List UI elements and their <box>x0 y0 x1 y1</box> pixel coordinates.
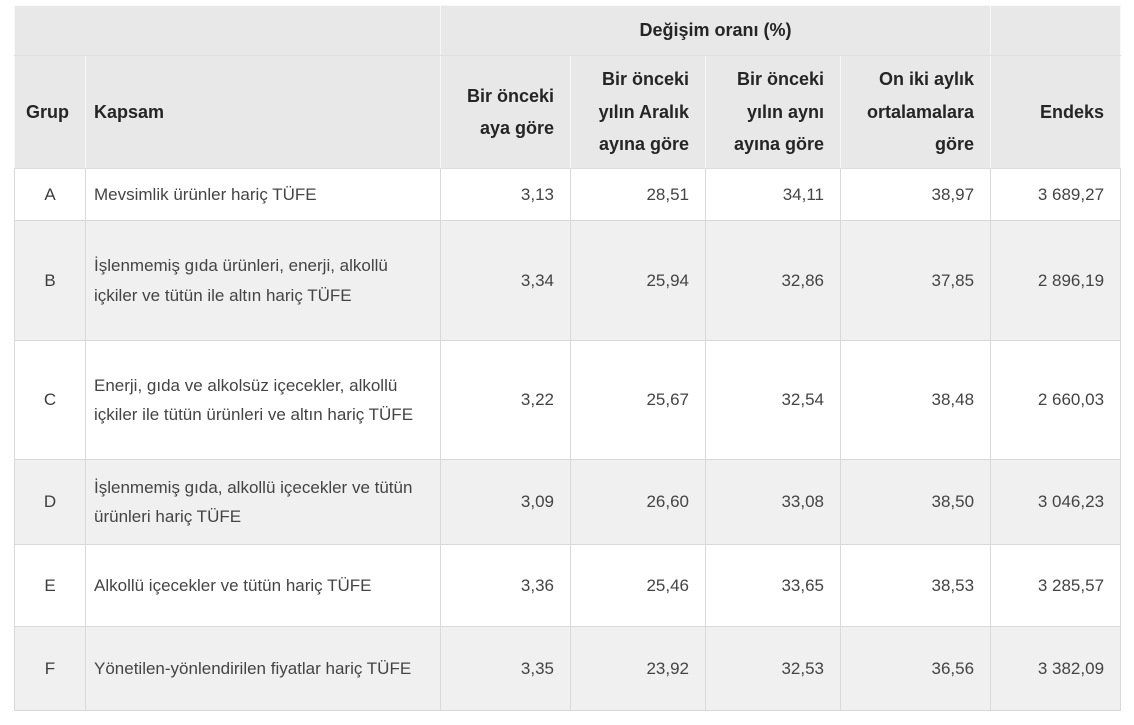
cell-since-december: 25,94 <box>570 220 706 341</box>
cell-kapsam: Alkollü içecekler ve tütün hariç TÜFE <box>85 544 441 627</box>
table-header: Değişim oranı (%) Grup Kapsam Bir önceki… <box>14 5 1122 169</box>
cell-yearly: 32,86 <box>705 220 841 341</box>
cell-endeks: 2 896,19 <box>990 220 1122 341</box>
cell-twelve-month-avg: 38,50 <box>839 459 992 545</box>
table-row-e: E Alkollü içecekler ve tütün hariç TÜFE … <box>14 544 1122 627</box>
cell-twelve-month-avg: 37,85 <box>839 220 992 341</box>
col-header-monthly: Bir önceki aya göre <box>440 55 571 169</box>
cell-twelve-month-avg: 38,48 <box>839 340 992 460</box>
span-header-row: Değişim oranı (%) <box>14 5 1122 56</box>
cell-monthly: 3,36 <box>440 544 571 627</box>
cell-yearly: 32,53 <box>705 626 841 711</box>
table-row-c: C Enerji, gıda ve alkolsüz içecekler, al… <box>14 340 1122 460</box>
cell-twelve-month-avg: 38,97 <box>839 168 992 221</box>
cell-yearly: 32,54 <box>705 340 841 460</box>
header-spacer-right <box>990 5 1122 56</box>
cell-kapsam: Mevsimlik ürünler hariç TÜFE <box>85 168 441 221</box>
cell-grup: A <box>14 168 86 221</box>
cell-kapsam: İşlenmemiş gıda, alkollü içecekler ve tü… <box>85 459 441 545</box>
col-header-grup: Grup <box>14 55 86 169</box>
cell-endeks: 2 660,03 <box>990 340 1122 460</box>
cell-monthly: 3,35 <box>440 626 571 711</box>
col-header-kapsam: Kapsam <box>85 55 441 169</box>
cell-grup: D <box>14 459 86 545</box>
cell-yearly: 34,11 <box>705 168 841 221</box>
cell-grup: E <box>14 544 86 627</box>
cell-endeks: 3 382,09 <box>990 626 1122 711</box>
cell-kapsam: Enerji, gıda ve alkolsüz içecekler, alko… <box>85 340 441 460</box>
cell-monthly: 3,09 <box>440 459 571 545</box>
cell-twelve-month-avg: 36,56 <box>839 626 992 711</box>
cell-endeks: 3 046,23 <box>990 459 1122 545</box>
cell-grup: C <box>14 340 86 460</box>
cell-kapsam: Yönetilen-yönlendirilen fiyatlar hariç T… <box>85 626 441 711</box>
cell-yearly: 33,65 <box>705 544 841 627</box>
col-header-twelve-month-avg: On iki aylık ortalamalara göre <box>839 55 992 169</box>
cell-kapsam: İşlenmemiş gıda ürünleri, enerji, alkoll… <box>85 220 441 341</box>
cell-yearly: 33,08 <box>705 459 841 545</box>
cell-grup: F <box>14 626 86 711</box>
cell-monthly: 3,22 <box>440 340 571 460</box>
cell-endeks: 3 689,27 <box>990 168 1122 221</box>
table-row-b: B İşlenmemiş gıda ürünleri, enerji, alko… <box>14 220 1122 341</box>
cell-since-december: 26,60 <box>570 459 706 545</box>
col-header-endeks: Endeks <box>990 55 1122 169</box>
core-inflation-table: Değişim oranı (%) Grup Kapsam Bir önceki… <box>14 5 1122 711</box>
table-row-f: F Yönetilen-yönlendirilen fiyatlar hariç… <box>14 626 1122 711</box>
table-row-d: D İşlenmemiş gıda, alkollü içecekler ve … <box>14 459 1122 545</box>
cell-endeks: 3 285,57 <box>990 544 1122 627</box>
cell-since-december: 28,51 <box>570 168 706 221</box>
col-header-since-december: Bir önceki yılın Aralık ayına göre <box>570 55 706 169</box>
cell-grup: B <box>14 220 86 341</box>
table-body: A Mevsimlik ürünler hariç TÜFE 3,13 28,5… <box>14 168 1122 711</box>
column-header-row: Grup Kapsam Bir önceki aya göre Bir önce… <box>14 55 1122 169</box>
cell-since-december: 23,92 <box>570 626 706 711</box>
cell-monthly: 3,34 <box>440 220 571 341</box>
cell-twelve-month-avg: 38,53 <box>839 544 992 627</box>
cell-since-december: 25,46 <box>570 544 706 627</box>
table-row-a: A Mevsimlik ürünler hariç TÜFE 3,13 28,5… <box>14 168 1122 221</box>
header-spacer-left <box>14 5 441 56</box>
span-header-degisim-orani: Değişim oranı (%) <box>439 5 992 56</box>
col-header-yearly: Bir önceki yılın aynı ayına göre <box>705 55 841 169</box>
cell-since-december: 25,67 <box>570 340 706 460</box>
cell-monthly: 3,13 <box>440 168 571 221</box>
